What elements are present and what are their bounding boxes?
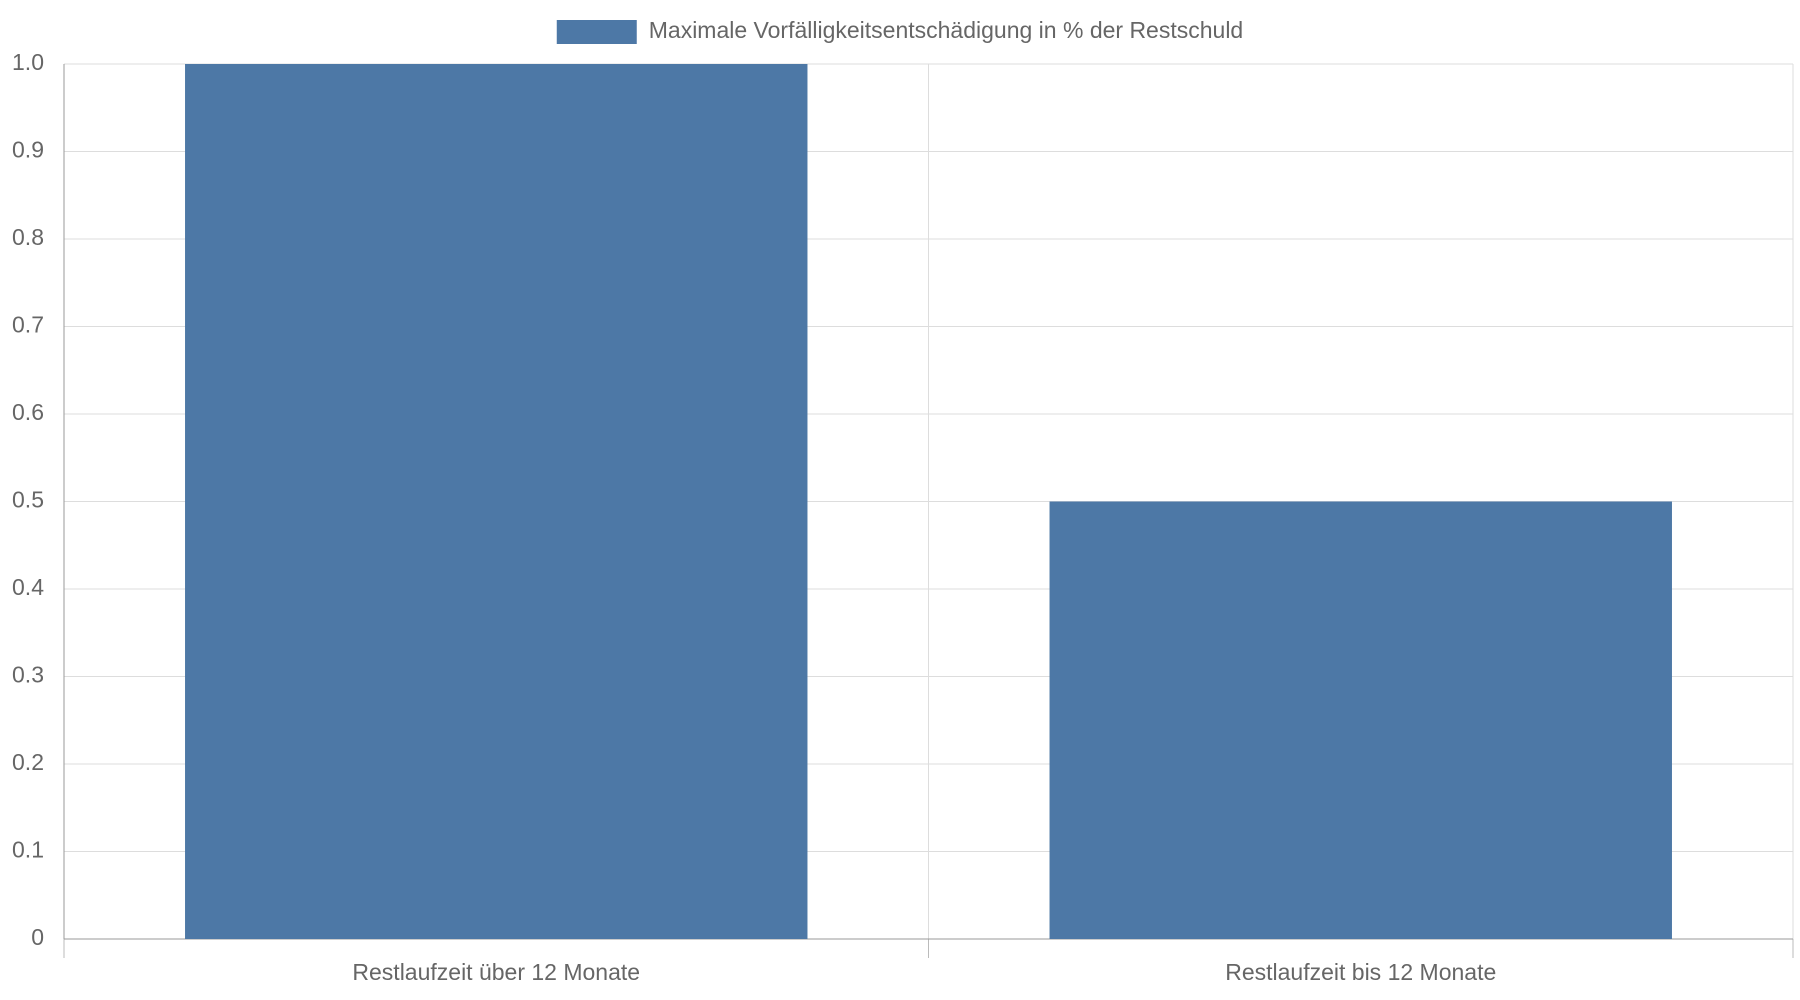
y-tick-label: 0.4 — [12, 574, 44, 600]
bar — [1049, 501, 1672, 939]
y-tick-label: 0.5 — [12, 487, 44, 513]
y-tick-label: 0 — [31, 924, 44, 950]
legend-label: Maximale Vorfälligkeitsentschädigung in … — [649, 17, 1243, 43]
y-tick-label: 0.8 — [12, 224, 44, 250]
y-tick-label: 0.7 — [12, 312, 44, 338]
y-tick-label: 0.2 — [12, 749, 44, 775]
y-tick-label: 1.0 — [12, 49, 44, 75]
y-tick-label: 0.1 — [12, 837, 44, 863]
y-tick-label: 0.9 — [12, 137, 44, 163]
x-tick-label: Restlaufzeit bis 12 Monate — [1225, 959, 1496, 985]
y-tick-label: 0.3 — [12, 662, 44, 688]
y-tick-label: 0.6 — [12, 399, 44, 425]
x-tick-label: Restlaufzeit über 12 Monate — [352, 959, 640, 985]
legend-swatch — [556, 20, 637, 44]
bar — [185, 64, 808, 939]
